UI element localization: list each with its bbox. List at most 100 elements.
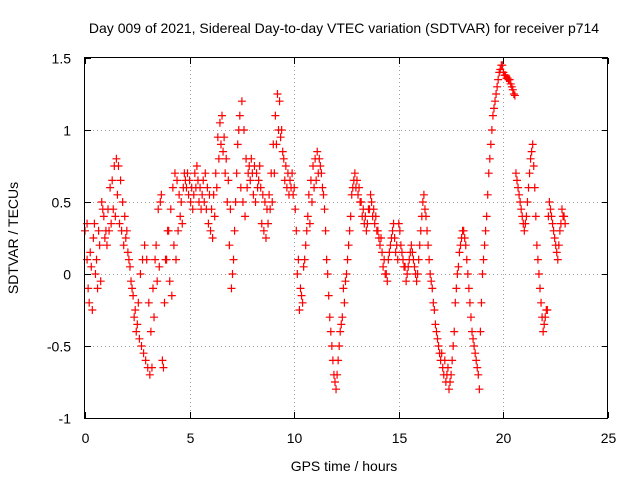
data-point — [523, 198, 532, 206]
data-point — [464, 284, 473, 293]
data-point — [378, 248, 387, 257]
data-point — [478, 270, 487, 278]
data-point — [453, 270, 462, 278]
data-point — [517, 205, 526, 214]
data-point — [148, 284, 157, 293]
data-point — [89, 234, 98, 242]
x-tick-label: 10 — [287, 430, 303, 446]
data-point — [528, 140, 537, 149]
data-point — [265, 190, 274, 199]
data-point — [302, 226, 311, 235]
data-point — [462, 255, 471, 264]
data-point — [156, 198, 165, 206]
data-point — [364, 205, 373, 214]
data-point — [427, 277, 436, 286]
data-point — [288, 169, 297, 178]
data-point — [326, 327, 335, 336]
data-point — [494, 75, 503, 84]
data-point — [211, 169, 220, 178]
data-point — [112, 154, 121, 163]
data-point — [345, 226, 354, 235]
data-point — [525, 169, 534, 178]
data-point — [544, 212, 553, 221]
data-point — [168, 183, 177, 192]
data-point — [487, 126, 496, 134]
data-point — [498, 61, 507, 70]
data-point — [557, 205, 566, 214]
data-point — [301, 241, 310, 250]
data-point — [429, 298, 438, 307]
data-point — [340, 298, 349, 307]
data-point — [341, 277, 350, 286]
data-points — [81, 61, 570, 394]
data-point — [199, 176, 208, 185]
y-tick-label: -1 — [59, 411, 72, 427]
data-point — [196, 183, 205, 192]
data-point — [336, 327, 345, 336]
data-point — [96, 277, 105, 286]
data-point — [310, 183, 319, 192]
data-point — [145, 370, 154, 379]
data-point — [197, 205, 206, 214]
data-point — [118, 198, 127, 206]
data-point — [249, 190, 258, 199]
data-point — [456, 241, 465, 250]
data-point — [172, 255, 181, 264]
data-point — [330, 378, 339, 386]
data-point — [328, 356, 337, 365]
x-tick-label: 20 — [496, 430, 512, 446]
data-point — [102, 241, 111, 250]
y-tick-label: 0.5 — [52, 195, 72, 211]
data-point — [321, 226, 330, 235]
data-point — [144, 298, 153, 307]
data-point — [366, 190, 375, 199]
data-point — [389, 219, 398, 228]
data-point — [403, 270, 412, 278]
data-point — [542, 306, 551, 314]
data-point — [188, 205, 197, 214]
data-point — [420, 205, 429, 214]
data-point — [455, 248, 464, 257]
data-point — [221, 169, 230, 178]
data-point — [351, 183, 360, 192]
data-point — [167, 291, 176, 300]
data-point — [323, 270, 332, 278]
data-point — [252, 169, 261, 178]
data-point — [210, 212, 219, 221]
data-point — [88, 306, 97, 314]
data-point — [554, 241, 563, 250]
data-point — [358, 212, 367, 221]
data-point — [482, 212, 491, 221]
data-point — [100, 234, 109, 242]
data-point — [215, 118, 224, 127]
data-point — [527, 147, 536, 156]
data-point — [367, 198, 376, 206]
data-point — [412, 277, 421, 286]
y-tick-label: 1 — [63, 123, 71, 139]
data-point — [407, 241, 416, 250]
data-point — [342, 270, 351, 278]
data-point — [307, 198, 316, 206]
data-point — [451, 298, 460, 307]
data-point — [192, 162, 201, 170]
data-point — [481, 226, 490, 235]
x-tick-label: 25 — [601, 430, 617, 446]
data-point — [338, 313, 347, 322]
data-point — [437, 349, 446, 358]
data-point — [520, 226, 529, 235]
data-point — [469, 334, 478, 343]
data-point — [198, 190, 207, 199]
data-point — [94, 226, 103, 235]
data-point — [111, 212, 120, 221]
data-point — [472, 356, 481, 365]
data-point — [259, 226, 268, 235]
data-point — [384, 255, 393, 264]
data-point — [230, 226, 239, 235]
data-point — [465, 298, 474, 307]
data-point — [255, 162, 264, 170]
data-point — [337, 320, 346, 329]
data-point — [431, 320, 440, 329]
axis-ticks: 0 5 10 15 20 25 -1 -0.5 0 0.5 1 1.5 — [47, 51, 617, 447]
data-point — [514, 183, 523, 192]
data-point — [206, 226, 215, 235]
